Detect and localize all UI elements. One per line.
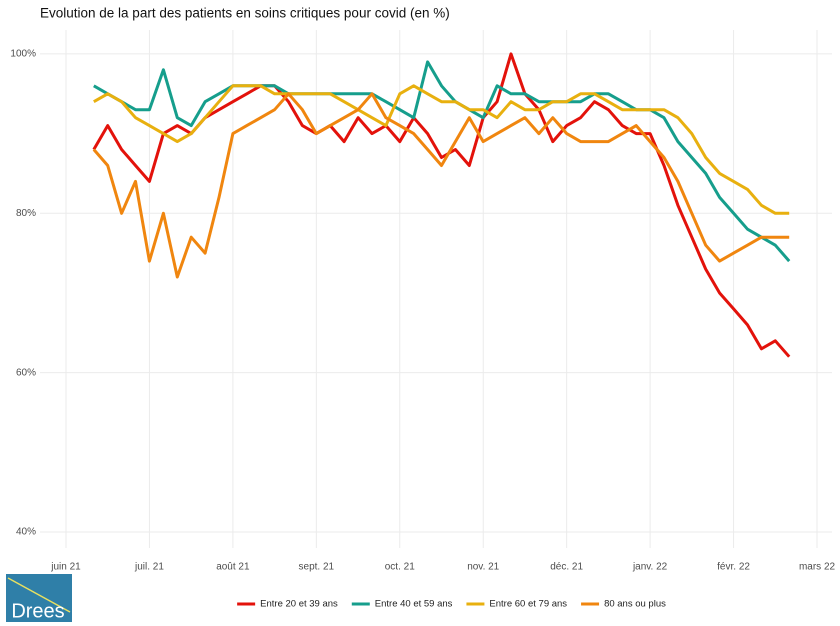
y-tick-label: 100%	[10, 49, 36, 60]
logo-stroke	[7, 577, 71, 613]
x-tick-label: août 21	[216, 562, 250, 573]
series-line	[92, 52, 791, 358]
x-tick-label: févr. 22	[717, 562, 750, 573]
x-tick-label: sept. 21	[299, 562, 335, 573]
x-tick-label: juil. 21	[134, 562, 164, 573]
legend-label: Entre 60 et 79 ans	[489, 599, 567, 610]
logo-box	[6, 574, 72, 622]
series-line	[93, 60, 791, 263]
logo-text: Drees	[11, 600, 64, 622]
chart-title: Evolution de la part des patients en soi…	[40, 6, 450, 21]
x-tick-label: déc. 21	[550, 562, 583, 573]
grid	[40, 30, 832, 548]
series-line	[93, 84, 790, 215]
y-tick-label: 60%	[16, 367, 36, 378]
logo: Drees	[6, 574, 72, 622]
series-line	[92, 92, 790, 279]
y-tick-label: 80%	[16, 208, 36, 219]
legend-label: Entre 20 et 39 ans	[260, 599, 338, 610]
legend-label: 80 ans ou plus	[604, 599, 666, 610]
x-tick-label: janv. 22	[632, 562, 668, 573]
legend-label: Entre 40 et 59 ans	[375, 599, 453, 610]
x-tick-label: mars 22	[799, 562, 836, 573]
legend: Entre 20 et 39 ans Entre 40 et 59 ans Entr…	[237, 599, 666, 610]
x-tick-label: oct. 21	[385, 562, 415, 573]
x-tick-label: nov. 21	[467, 562, 499, 573]
y-tick-label: 40%	[16, 527, 36, 538]
x-tick-label: juin 21	[50, 562, 81, 573]
